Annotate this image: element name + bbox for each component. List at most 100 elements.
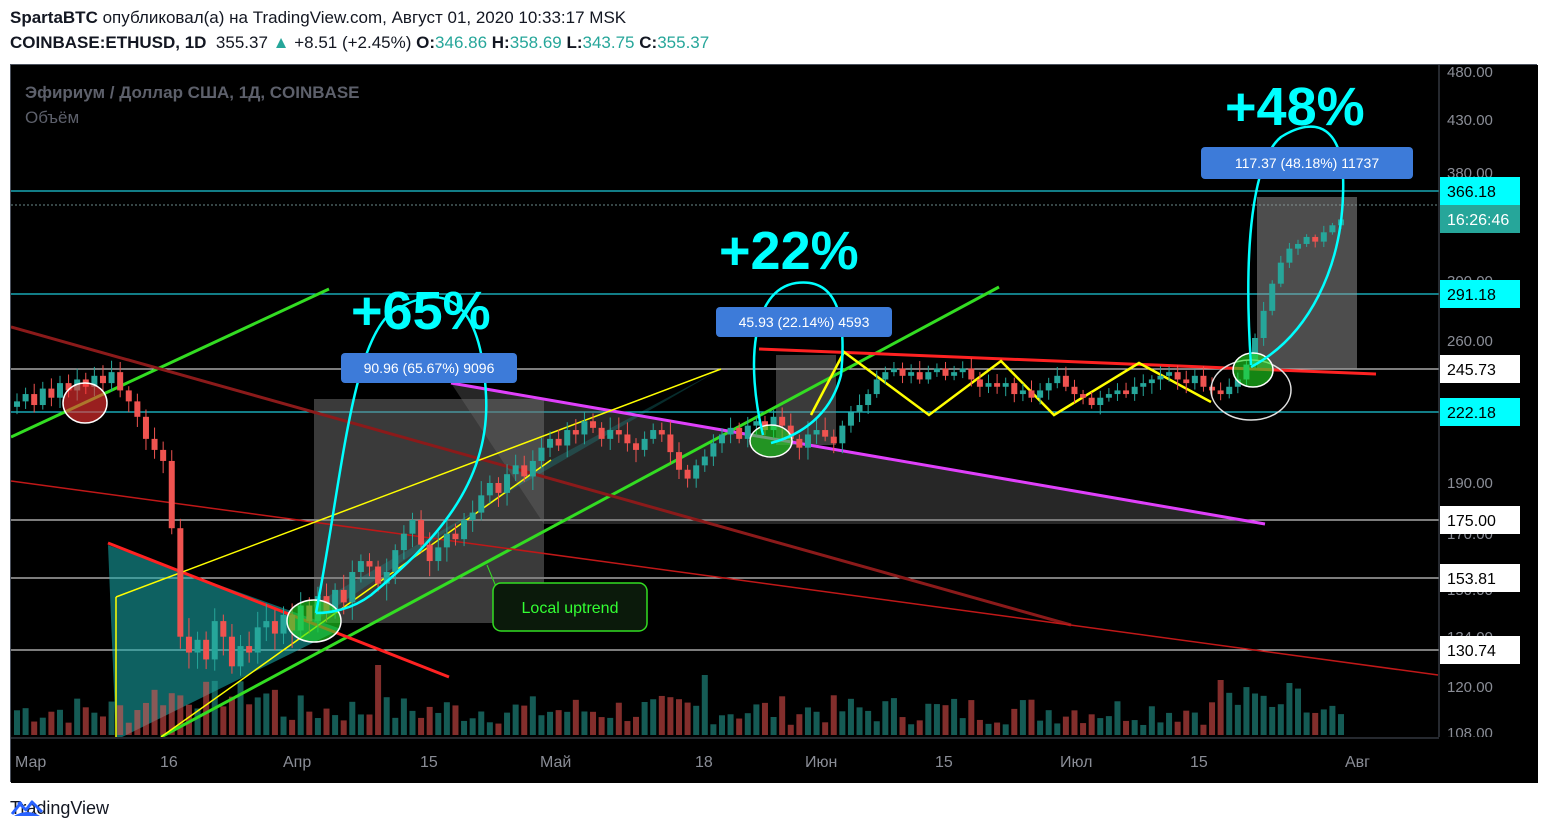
volume-bar xyxy=(779,696,786,735)
measure-label-box1: 90.96 (65.67%) 9096 xyxy=(341,353,517,383)
candle xyxy=(529,450,536,491)
volume-bar xyxy=(263,693,270,735)
candle-body xyxy=(598,427,605,439)
volume-bar xyxy=(1320,709,1327,735)
volume-bar xyxy=(400,698,407,735)
candle xyxy=(693,459,700,488)
x-tick-label: 16 xyxy=(160,754,178,771)
price-tag-text: 130.74 xyxy=(1447,643,1496,660)
candle-body xyxy=(959,368,966,373)
candle-body xyxy=(280,614,287,634)
x-tick-label: 15 xyxy=(935,754,953,771)
candle xyxy=(1037,383,1044,405)
candle-body xyxy=(744,425,751,439)
price-chart[interactable]: +65% +22% +48% 90.96 (65.67%) 9096 45.93 (22… xyxy=(11,65,1538,783)
volume-bar xyxy=(366,714,373,735)
volume-bar xyxy=(581,711,588,735)
volume-bar xyxy=(693,705,700,735)
price-change: +8.51 (+2.45%) xyxy=(294,33,412,52)
volume-bar xyxy=(1114,701,1121,735)
candle xyxy=(1277,255,1284,288)
candle-body xyxy=(718,434,725,444)
candle xyxy=(263,603,270,642)
volume-bar xyxy=(194,708,201,735)
volume-bar xyxy=(203,681,210,735)
candle xyxy=(959,361,966,379)
chart-frame[interactable]: +65% +22% +48% 90.96 (65.67%) 9096 45.93 (22… xyxy=(10,64,1538,783)
volume-bar xyxy=(1312,712,1319,735)
volume-bar xyxy=(1131,720,1138,735)
candle-body xyxy=(1131,386,1138,395)
candle-body xyxy=(572,430,579,435)
volume-bar xyxy=(1191,712,1198,735)
candle xyxy=(392,544,399,585)
candle-body xyxy=(615,430,622,435)
candle xyxy=(942,361,949,381)
candle xyxy=(847,405,854,433)
candle-body xyxy=(1028,390,1035,398)
candle xyxy=(22,387,29,409)
y-tick-label: 190.00 xyxy=(1447,475,1493,492)
volume-bar xyxy=(847,698,854,735)
signal-circle-red xyxy=(62,382,108,424)
candle-body xyxy=(796,438,803,448)
volume-bar xyxy=(804,707,811,735)
candle xyxy=(796,434,803,460)
candle-body xyxy=(1045,383,1052,391)
candle-body xyxy=(1054,375,1061,384)
candle-body xyxy=(529,460,536,477)
tradingview-logo-icon[interactable] xyxy=(10,798,44,818)
volume-bar xyxy=(1037,720,1044,735)
candle xyxy=(607,417,614,450)
price-tag-bg xyxy=(1440,205,1520,233)
candle xyxy=(177,518,184,649)
candle xyxy=(899,362,906,384)
candle xyxy=(185,618,192,669)
candle xyxy=(1114,383,1121,401)
candle-body xyxy=(246,646,253,653)
candle xyxy=(521,455,528,482)
open-value: 346.86 xyxy=(435,33,488,52)
candle xyxy=(1200,366,1207,392)
candle-body xyxy=(1019,390,1026,395)
candle-body xyxy=(968,368,975,380)
gain-label-pct2: +22% xyxy=(719,221,859,281)
volume-bar xyxy=(916,720,923,735)
candle xyxy=(443,518,450,562)
candle-body xyxy=(1234,379,1241,387)
measure-label-text: 45.93 (22.14%) 4593 xyxy=(739,314,870,330)
candle xyxy=(572,419,579,444)
candle-body xyxy=(1217,390,1224,395)
volume-bar xyxy=(31,721,38,735)
candle-body xyxy=(56,383,63,398)
volume-bar xyxy=(1217,680,1224,735)
candle xyxy=(916,361,923,384)
candle xyxy=(418,510,425,553)
candle-body xyxy=(1252,337,1259,365)
candle-body xyxy=(890,368,897,373)
volume-bar xyxy=(538,715,545,735)
candle-body xyxy=(14,401,20,407)
volume-bar xyxy=(504,712,511,735)
volume-bar xyxy=(478,711,485,735)
candle-body xyxy=(1191,375,1198,384)
time-axis-bg xyxy=(11,737,1538,783)
volume-bar xyxy=(547,711,554,735)
candle xyxy=(1286,242,1293,268)
candle-body xyxy=(916,372,923,380)
candle-body xyxy=(168,460,175,529)
candle xyxy=(1148,375,1155,394)
candle-body xyxy=(1174,372,1181,380)
volume-bar xyxy=(976,719,983,735)
candle xyxy=(39,381,46,410)
author-name[interactable]: SpartaBTC xyxy=(10,8,98,27)
volume-bar xyxy=(1148,706,1155,735)
candle-body xyxy=(667,434,674,453)
candle xyxy=(151,427,158,459)
candle xyxy=(194,631,201,669)
candle-body xyxy=(99,375,106,384)
volume-bar xyxy=(1105,716,1112,735)
signal-circle-green-2 xyxy=(749,424,793,458)
volume-bar xyxy=(271,689,278,735)
candle-body xyxy=(547,438,554,448)
